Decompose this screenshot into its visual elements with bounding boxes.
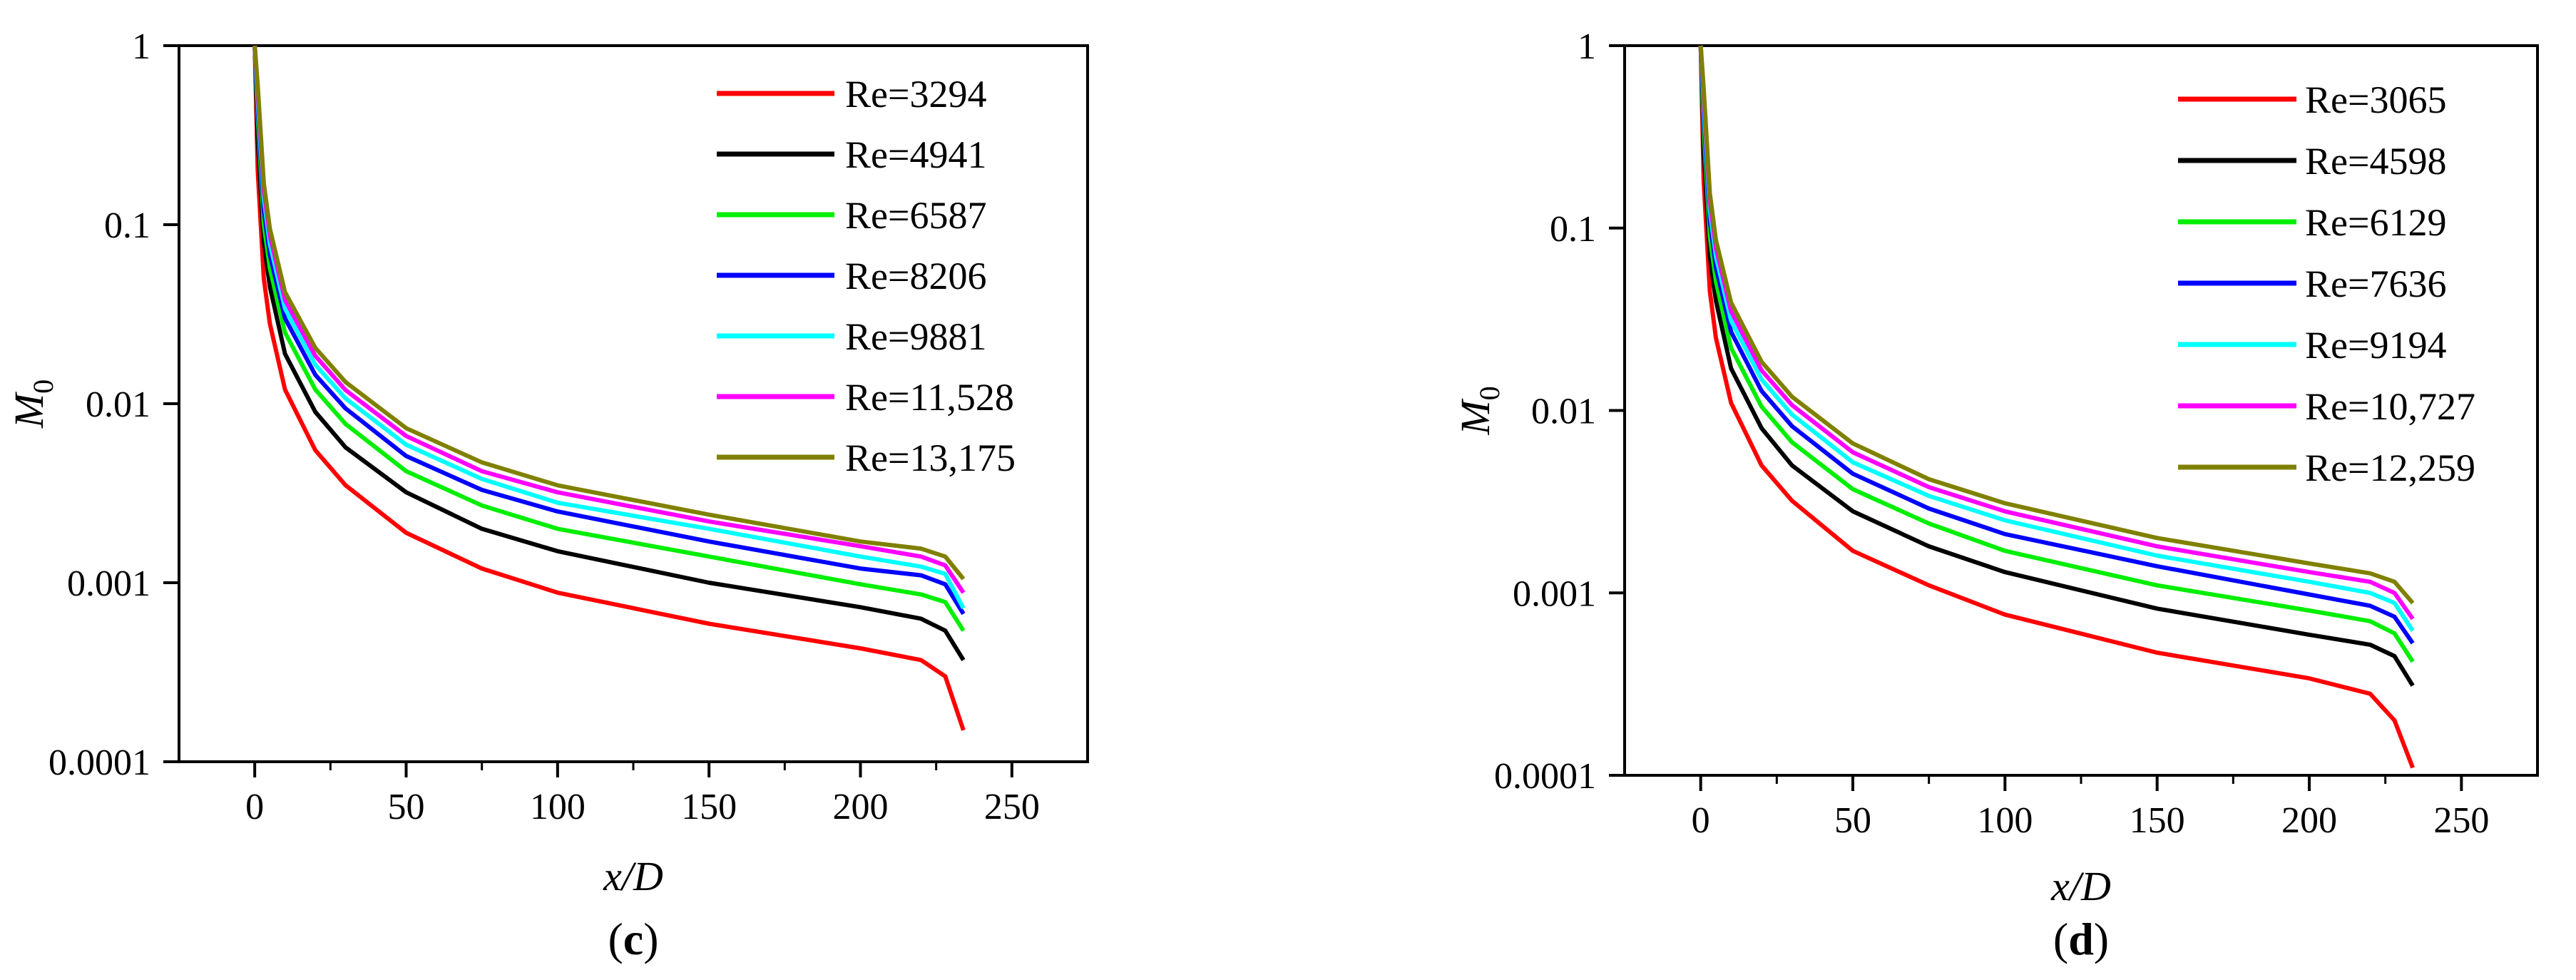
panel-c-x-tick-label: 150 [681, 787, 737, 827]
panel-c-x-tick-label: 200 [833, 787, 889, 827]
panel-c-legend-label-7: Re=13,175 [845, 437, 1016, 479]
panel-c-panel-label-letter: c [623, 914, 643, 964]
panel-d-y-tick-label: 0.01 [1531, 392, 1596, 432]
panel-d-y-tick-label: 1 [1578, 26, 1596, 67]
panel-d-legend-label-4: Re=7636 [2305, 262, 2446, 305]
panel-d-x-tick-label: 50 [1834, 800, 1871, 841]
panel-d-x-tick-label: 250 [2433, 800, 2489, 841]
panel-d-series-line-2 [1698, 45, 2415, 687]
panel-c-series-line-7 [252, 45, 966, 581]
panel-c-legend-label-2: Re=4941 [845, 133, 986, 176]
panel-c-chart: 0 50 100 150 200 25010.10.010.0010.0001x/DM0R… [6, 26, 1089, 964]
panel-d-panel-label-open: ( [2053, 914, 2068, 964]
panel-d-series-line-7 [1698, 45, 2415, 605]
panel-d-panel-label-close: ) [2094, 914, 2109, 964]
panel-c-panel-label-close: ) [643, 914, 658, 964]
panel-d-x-tick-label: 100 [1977, 800, 2033, 841]
panel-d-legend-label-1: Re=3065 [2305, 78, 2446, 121]
panel-c-x-tick-label: 50 [388, 787, 425, 827]
panel-c-y-tick-label: 0.0001 [48, 742, 150, 783]
panel-c-legend-label-3: Re=6587 [845, 194, 986, 237]
panel-d-legend-label-6: Re=10,727 [2305, 385, 2475, 428]
panel-c-x-axis-title: x/D [603, 853, 663, 899]
panel-d-y-tick-label: 0.001 [1513, 573, 1596, 614]
panel-d-y-axis-title: M0 [1452, 386, 1506, 435]
panel-c-panel-label: (c) [608, 914, 658, 964]
panel-d-series-line-1 [1698, 45, 2415, 769]
panel-d-y-axis-title-main: M [1452, 399, 1498, 436]
panel-d-legend-label-5: Re=9194 [2305, 324, 2446, 367]
panel-d-x-tick-label: 150 [2130, 800, 2185, 841]
panel-d-legend-label-3: Re=6129 [2305, 201, 2446, 244]
panel-c-y-axis-title: M0 [6, 379, 59, 429]
panel-d-legend-label-2: Re=4598 [2305, 140, 2446, 183]
panel-d-x-tick-label: 200 [2281, 800, 2337, 841]
panel-d-x-tick-label: 0 [1692, 800, 1710, 841]
panel-c-legend-label-4: Re=8206 [845, 255, 986, 297]
panel-c-y-tick-label: 1 [132, 26, 150, 67]
panel-c-y-axis-title-sub: 0 [27, 379, 59, 394]
panel-c-y-axis-title-main: M [6, 392, 52, 429]
panel-d-chart: 0 50 100 150 200 25010.10.010.0010.0001x/DM0R… [1452, 26, 2539, 964]
panel-c-series-line-2 [252, 45, 966, 661]
panel-c-series-line-1 [252, 45, 966, 731]
panel-d-panel-label-letter: d [2068, 914, 2094, 964]
panel-c-y-tick-label: 0.1 [104, 205, 150, 246]
panel-c-legend-label-5: Re=9881 [845, 315, 986, 358]
panel-c-y-tick-label: 0.01 [86, 384, 150, 425]
panel-c-y-tick-label: 0.001 [67, 563, 150, 604]
panel-c-x-tick-label: 250 [984, 787, 1040, 827]
panel-d-y-tick-label: 0.1 [1550, 209, 1596, 250]
panel-d-panel-label: (d) [2053, 914, 2109, 964]
panel-c-panel-label-open: ( [608, 914, 623, 964]
panel-c-legend-label-1: Re=3294 [845, 73, 986, 116]
panel-c-x-tick-label: 100 [530, 787, 586, 827]
panel-d-legend-label-7: Re=12,259 [2305, 446, 2475, 489]
panel-d-y-tick-label: 0.0001 [1494, 756, 1596, 797]
panel-d-y-axis-title-sub: 0 [1473, 386, 1506, 400]
panel-d-x-axis-title: x/D [2050, 863, 2111, 909]
panel-c-x-tick-label: 0 [245, 787, 264, 827]
panel-c-legend-label-6: Re=11,528 [845, 376, 1014, 419]
